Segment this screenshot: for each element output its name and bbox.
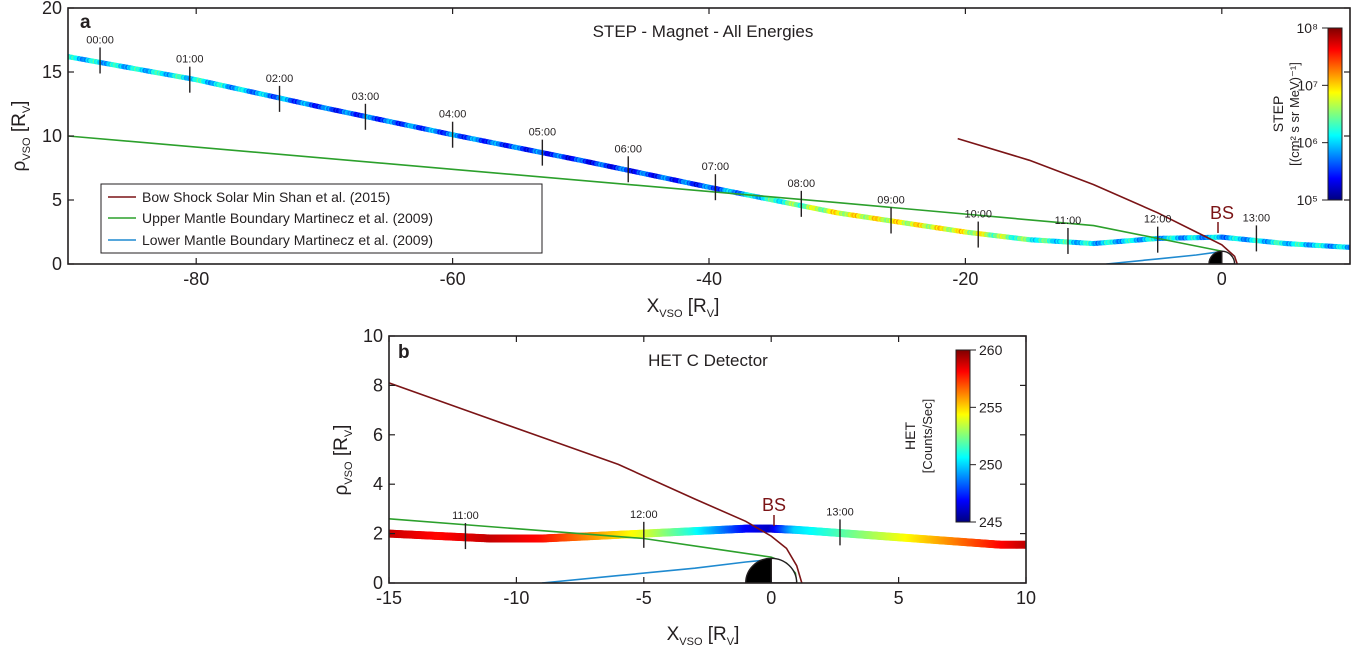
panel-a-bs-annotation: BS [1210, 203, 1234, 223]
colorbar-b-ticks: 245 250 255 260 [970, 342, 1003, 530]
x-tick-label: -60 [440, 269, 466, 289]
venus-nightside [745, 557, 772, 583]
x-tick-label: -20 [952, 269, 978, 289]
time-label: 13:00 [1243, 212, 1271, 224]
x-tick-label: -80 [183, 269, 209, 289]
x-tick-label: 0 [766, 588, 776, 608]
time-label: 12:00 [630, 509, 658, 521]
legend-frame [100, 183, 543, 254]
time-label: 03:00 [352, 91, 380, 103]
trajectory-point [1022, 540, 1026, 549]
time-label: 12:00 [1144, 214, 1172, 226]
y-tick-label: 2 [373, 524, 383, 544]
time-label: 11:00 [1055, 215, 1082, 227]
panel-a: 00:00 01:00 02:00 03:00 04:00 05:00 06:00 07:00… [9, 0, 1351, 320]
y-tick-label: 4 [373, 474, 383, 494]
legend-label-upper-mantle: Upper Mantle Boundary Martinecz et al. (… [142, 210, 433, 226]
boundary-line-bow-shock [389, 382, 803, 583]
x-tick-label: -15 [376, 588, 402, 608]
panel-a-label: a [80, 12, 91, 33]
panel-b-axes: -15 -10 -5 0 5 10 0 2 4 6 8 10 [363, 326, 1036, 608]
panel-a-time-ticks [99, 47, 1258, 254]
panel-b-label: b [398, 342, 410, 363]
colorbar-b-label-line1: HET [902, 422, 918, 450]
venus-dayside [1221, 250, 1236, 264]
x-tick-label: -10 [503, 588, 529, 608]
panel-a-time-labels: 00:00 01:00 02:00 03:00 04:00 05:00 06:00 07:00… [86, 34, 1270, 226]
time-label: 00:00 [86, 34, 114, 46]
time-label: 02:00 [266, 73, 294, 85]
panel-b-trajectory [389, 524, 1026, 549]
panel-b-time-labels: 11:00 12:00 13:00 [452, 506, 854, 522]
colorbar-a-tick-label: 10⁵ [1297, 192, 1318, 208]
time-label: 05:00 [529, 127, 557, 139]
panel-a-ylabel: ρVSO [RV] [9, 101, 33, 172]
panel-a-axes: -80 -60 -40 -20 0 0 5 10 15 20 [42, 0, 1350, 289]
colorbar-b-tick-label: 255 [979, 399, 1003, 415]
colorbar-a-label-line2: [(cm² s sr MeV)⁻¹] [1287, 62, 1302, 166]
panel-a-title: STEP - Magnet - All Energies [593, 22, 814, 41]
time-label: 08:00 [788, 178, 816, 190]
y-tick-label: 10 [363, 326, 383, 346]
colorbar-a-tick-label: 10⁶ [1297, 135, 1318, 151]
time-label: 06:00 [614, 143, 642, 155]
legend-entry-lower-mantle: Lower Mantle Boundary Martinecz et al. (… [108, 232, 433, 248]
time-label: 11:00 [452, 510, 479, 522]
y-tick-label: 10 [42, 126, 62, 146]
colorbar-a-tick-label: 10⁸ [1297, 20, 1319, 36]
panel-b-colorbar: 245 250 255 260 HET [Counts/Sec] [902, 342, 1003, 530]
colorbar-a-gradient [1327, 27, 1343, 201]
y-tick-label: 0 [52, 254, 62, 274]
legend-label-bow-shock: Bow Shock Solar Min Shan et al. (2015) [142, 189, 390, 205]
colorbar-b-tick-label: 250 [979, 457, 1003, 473]
y-tick-label: 6 [373, 425, 383, 445]
legend-entry-bow-shock: Bow Shock Solar Min Shan et al. (2015) [108, 189, 390, 205]
y-tick-label: 0 [373, 573, 383, 593]
y-tick-label: 15 [42, 62, 62, 82]
panel-b-plot-content [389, 382, 1026, 583]
panel-b-plot-frame [388, 335, 1027, 584]
time-label: 13:00 [826, 506, 854, 518]
colorbar-b-gradient [955, 349, 971, 523]
panel-b-ylabel: ρVSO [RV] [331, 425, 355, 496]
panel-b-xlabel: XVSO [RV] [667, 624, 740, 648]
panel-b-time-ticks [464, 519, 841, 550]
boundary-line-bow-shock [957, 137, 1238, 264]
panel-a-trajectory [68, 54, 1350, 250]
panel-b: 11:00 12:00 13:00 -15 -10 -5 0 5 10 0 2 4 6 8 10 b HE… [331, 326, 1036, 648]
x-tick-label: -40 [696, 269, 722, 289]
legend-entry-upper-mantle: Upper Mantle Boundary Martinecz et al. (… [108, 210, 433, 226]
time-label: 07:00 [702, 161, 730, 173]
legend-label-lower-mantle: Lower Mantle Boundary Martinecz et al. (… [142, 232, 433, 248]
time-label: 04:00 [439, 109, 467, 121]
x-tick-label: -5 [636, 588, 652, 608]
colorbar-b-label-line2: [Counts/Sec] [920, 399, 935, 473]
venus-dayside [770, 557, 798, 583]
y-tick-label: 20 [42, 0, 62, 18]
x-tick-label: 10 [1016, 588, 1036, 608]
time-label: 09:00 [877, 194, 905, 206]
time-label: 10:00 [964, 209, 992, 221]
panel-b-bs-annotation: BS [762, 495, 786, 515]
panel-b-venus [745, 557, 798, 583]
panel-a-plot-content [68, 47, 1350, 264]
colorbar-b-tick-label: 260 [979, 342, 1003, 358]
panel-b-boundaries [389, 382, 803, 583]
colorbar-b-tick-label: 245 [979, 514, 1003, 530]
x-tick-label: 5 [894, 588, 904, 608]
panel-a-legend: Bow Shock Solar Min Shan et al. (2015) U… [100, 183, 543, 254]
x-tick-label: 0 [1217, 269, 1227, 289]
panel-a-xlabel: XVSO [RV] [647, 296, 720, 320]
y-tick-label: 5 [52, 190, 62, 210]
y-tick-label: 8 [373, 375, 383, 395]
colorbar-a-tick-label: 10⁷ [1297, 77, 1318, 93]
colorbar-a-ticks: 10⁸ 10⁷ 10⁶ 10⁵ [1297, 20, 1328, 208]
panel-a-colorbar: 10⁸ 10⁷ 10⁶ 10⁵ STEP [(cm² s sr MeV)⁻¹] [1270, 20, 1343, 208]
colorbar-a-label-line1: STEP [1270, 96, 1286, 133]
time-label: 01:00 [176, 54, 204, 66]
panel-b-title: HET C Detector [648, 351, 768, 370]
